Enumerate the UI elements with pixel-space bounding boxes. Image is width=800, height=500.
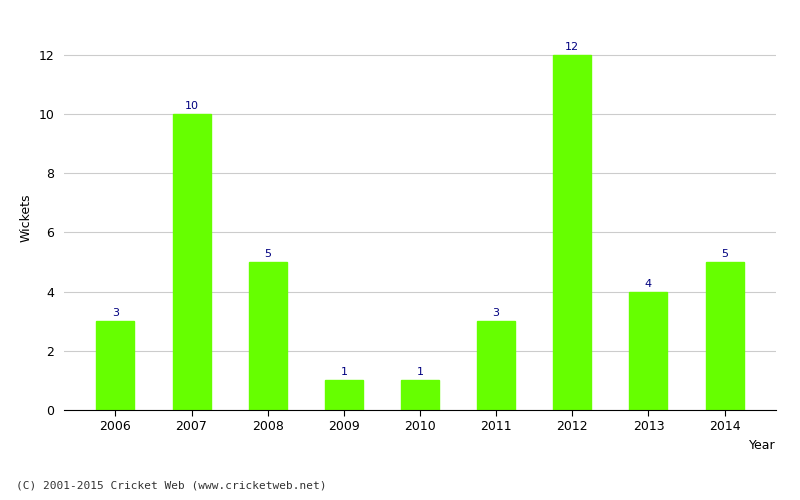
- Text: 1: 1: [340, 368, 347, 378]
- Bar: [249, 262, 286, 410]
- Text: 12: 12: [566, 42, 579, 51]
- Bar: [401, 380, 439, 410]
- Bar: [173, 114, 210, 410]
- Bar: [706, 262, 744, 410]
- Text: (C) 2001-2015 Cricket Web (www.cricketweb.net): (C) 2001-2015 Cricket Web (www.cricketwe…: [16, 480, 326, 490]
- Bar: [325, 380, 363, 410]
- Bar: [554, 54, 591, 410]
- Text: 5: 5: [721, 249, 728, 259]
- X-axis label: Year: Year: [750, 439, 776, 452]
- Bar: [96, 321, 134, 410]
- Text: 4: 4: [645, 278, 652, 288]
- Text: 5: 5: [264, 249, 271, 259]
- Y-axis label: Wickets: Wickets: [20, 193, 33, 242]
- Text: 1: 1: [417, 368, 423, 378]
- Text: 10: 10: [185, 101, 198, 111]
- Bar: [630, 292, 667, 410]
- Text: 3: 3: [493, 308, 500, 318]
- Text: 3: 3: [112, 308, 119, 318]
- Bar: [477, 321, 515, 410]
